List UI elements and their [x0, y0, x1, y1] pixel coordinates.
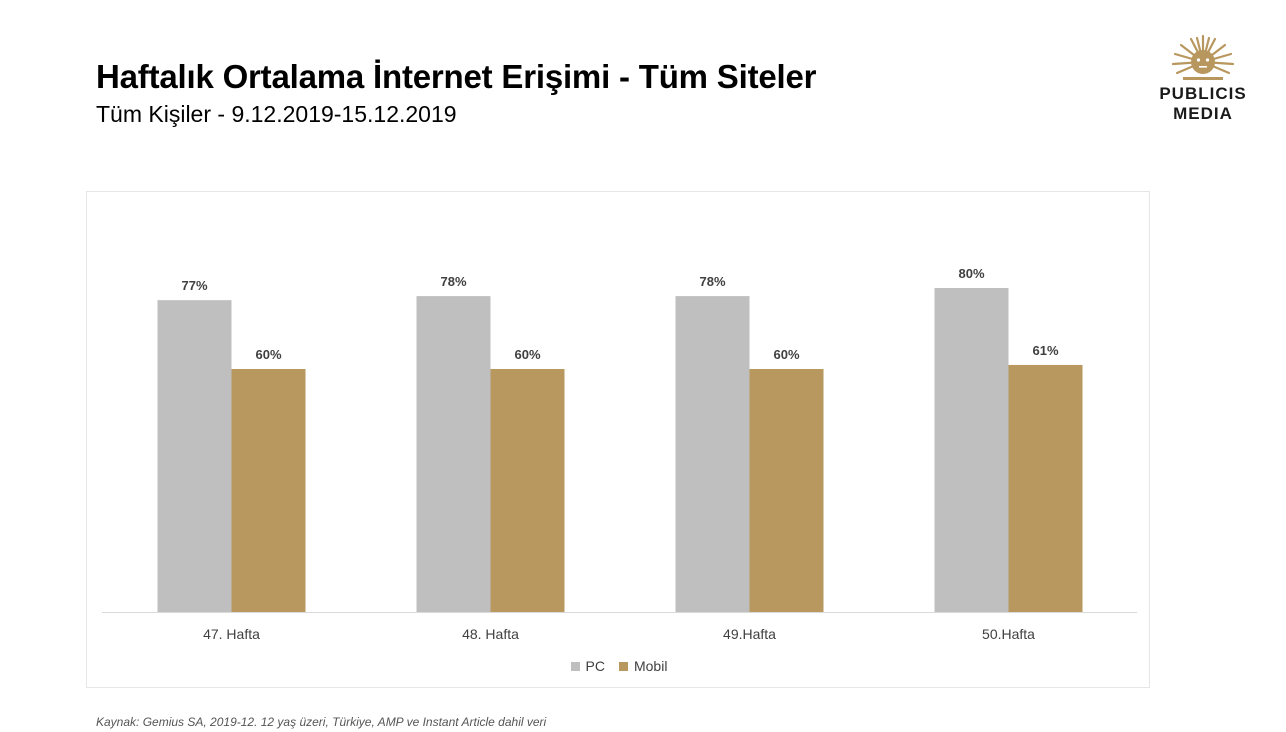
legend-swatch-mobil	[618, 661, 628, 671]
bar-pc-3	[675, 296, 750, 612]
legend-item-pc: PC	[570, 658, 605, 674]
category-label-4: 50.Hafta	[982, 626, 1035, 642]
bar-mobil-1	[231, 369, 306, 612]
data-label-pc-3: 78%	[699, 274, 725, 289]
bar-mobil-2	[490, 369, 565, 612]
legend-label-pc: PC	[585, 658, 605, 674]
bar-chart: 77% 60% 47. Hafta 78% 60% 48. Hafta 78% 60% 49.H…	[102, 266, 1137, 642]
publicis-media-logo: PUBLICIS MEDIA	[1140, 32, 1266, 127]
data-label-mobil-4: 61%	[1032, 343, 1058, 358]
data-label-pc-2: 78%	[440, 274, 466, 289]
legend-swatch-pc	[570, 661, 580, 671]
bar-mobil-3	[749, 369, 824, 612]
source-note: Kaynak: Gemius SA, 2019-12. 12 yaş üzeri…	[96, 715, 547, 729]
page-title: Haftalık Ortalama İnternet Erişimi - Tüm…	[96, 58, 817, 95]
data-label-mobil-3: 60%	[773, 347, 799, 362]
bar-mobil-4	[1008, 364, 1083, 612]
data-label-mobil-2: 60%	[514, 347, 540, 362]
bar-pc-1	[157, 300, 232, 612]
legend-label-mobil: Mobil	[633, 658, 668, 674]
data-label-pc-4: 80%	[958, 266, 984, 281]
data-label-pc-1: 77%	[181, 278, 207, 293]
bar-pc-2	[416, 296, 491, 612]
data-label-mobil-1: 60%	[255, 347, 281, 362]
chart-legend: PC Mobil	[87, 658, 1151, 674]
logo-text-line1: PUBLICIS	[1159, 84, 1247, 103]
category-label-3: 49.Hafta	[723, 626, 776, 642]
legend-item-mobil: Mobil	[618, 658, 668, 674]
bar-pc-4	[934, 288, 1009, 612]
category-label-2: 48. Hafta	[462, 626, 519, 642]
category-label-1: 47. Hafta	[203, 626, 260, 642]
chart-panel: 77% 60% 47. Hafta 78% 60% 48. Hafta 78% 60% 49.H…	[86, 191, 1150, 688]
page-subtitle: Tüm Kişiler - 9.12.2019-15.12.2019	[96, 101, 457, 127]
publicis-lion-sun-icon	[1171, 34, 1235, 80]
logo-text-line2: MEDIA	[1173, 104, 1233, 123]
